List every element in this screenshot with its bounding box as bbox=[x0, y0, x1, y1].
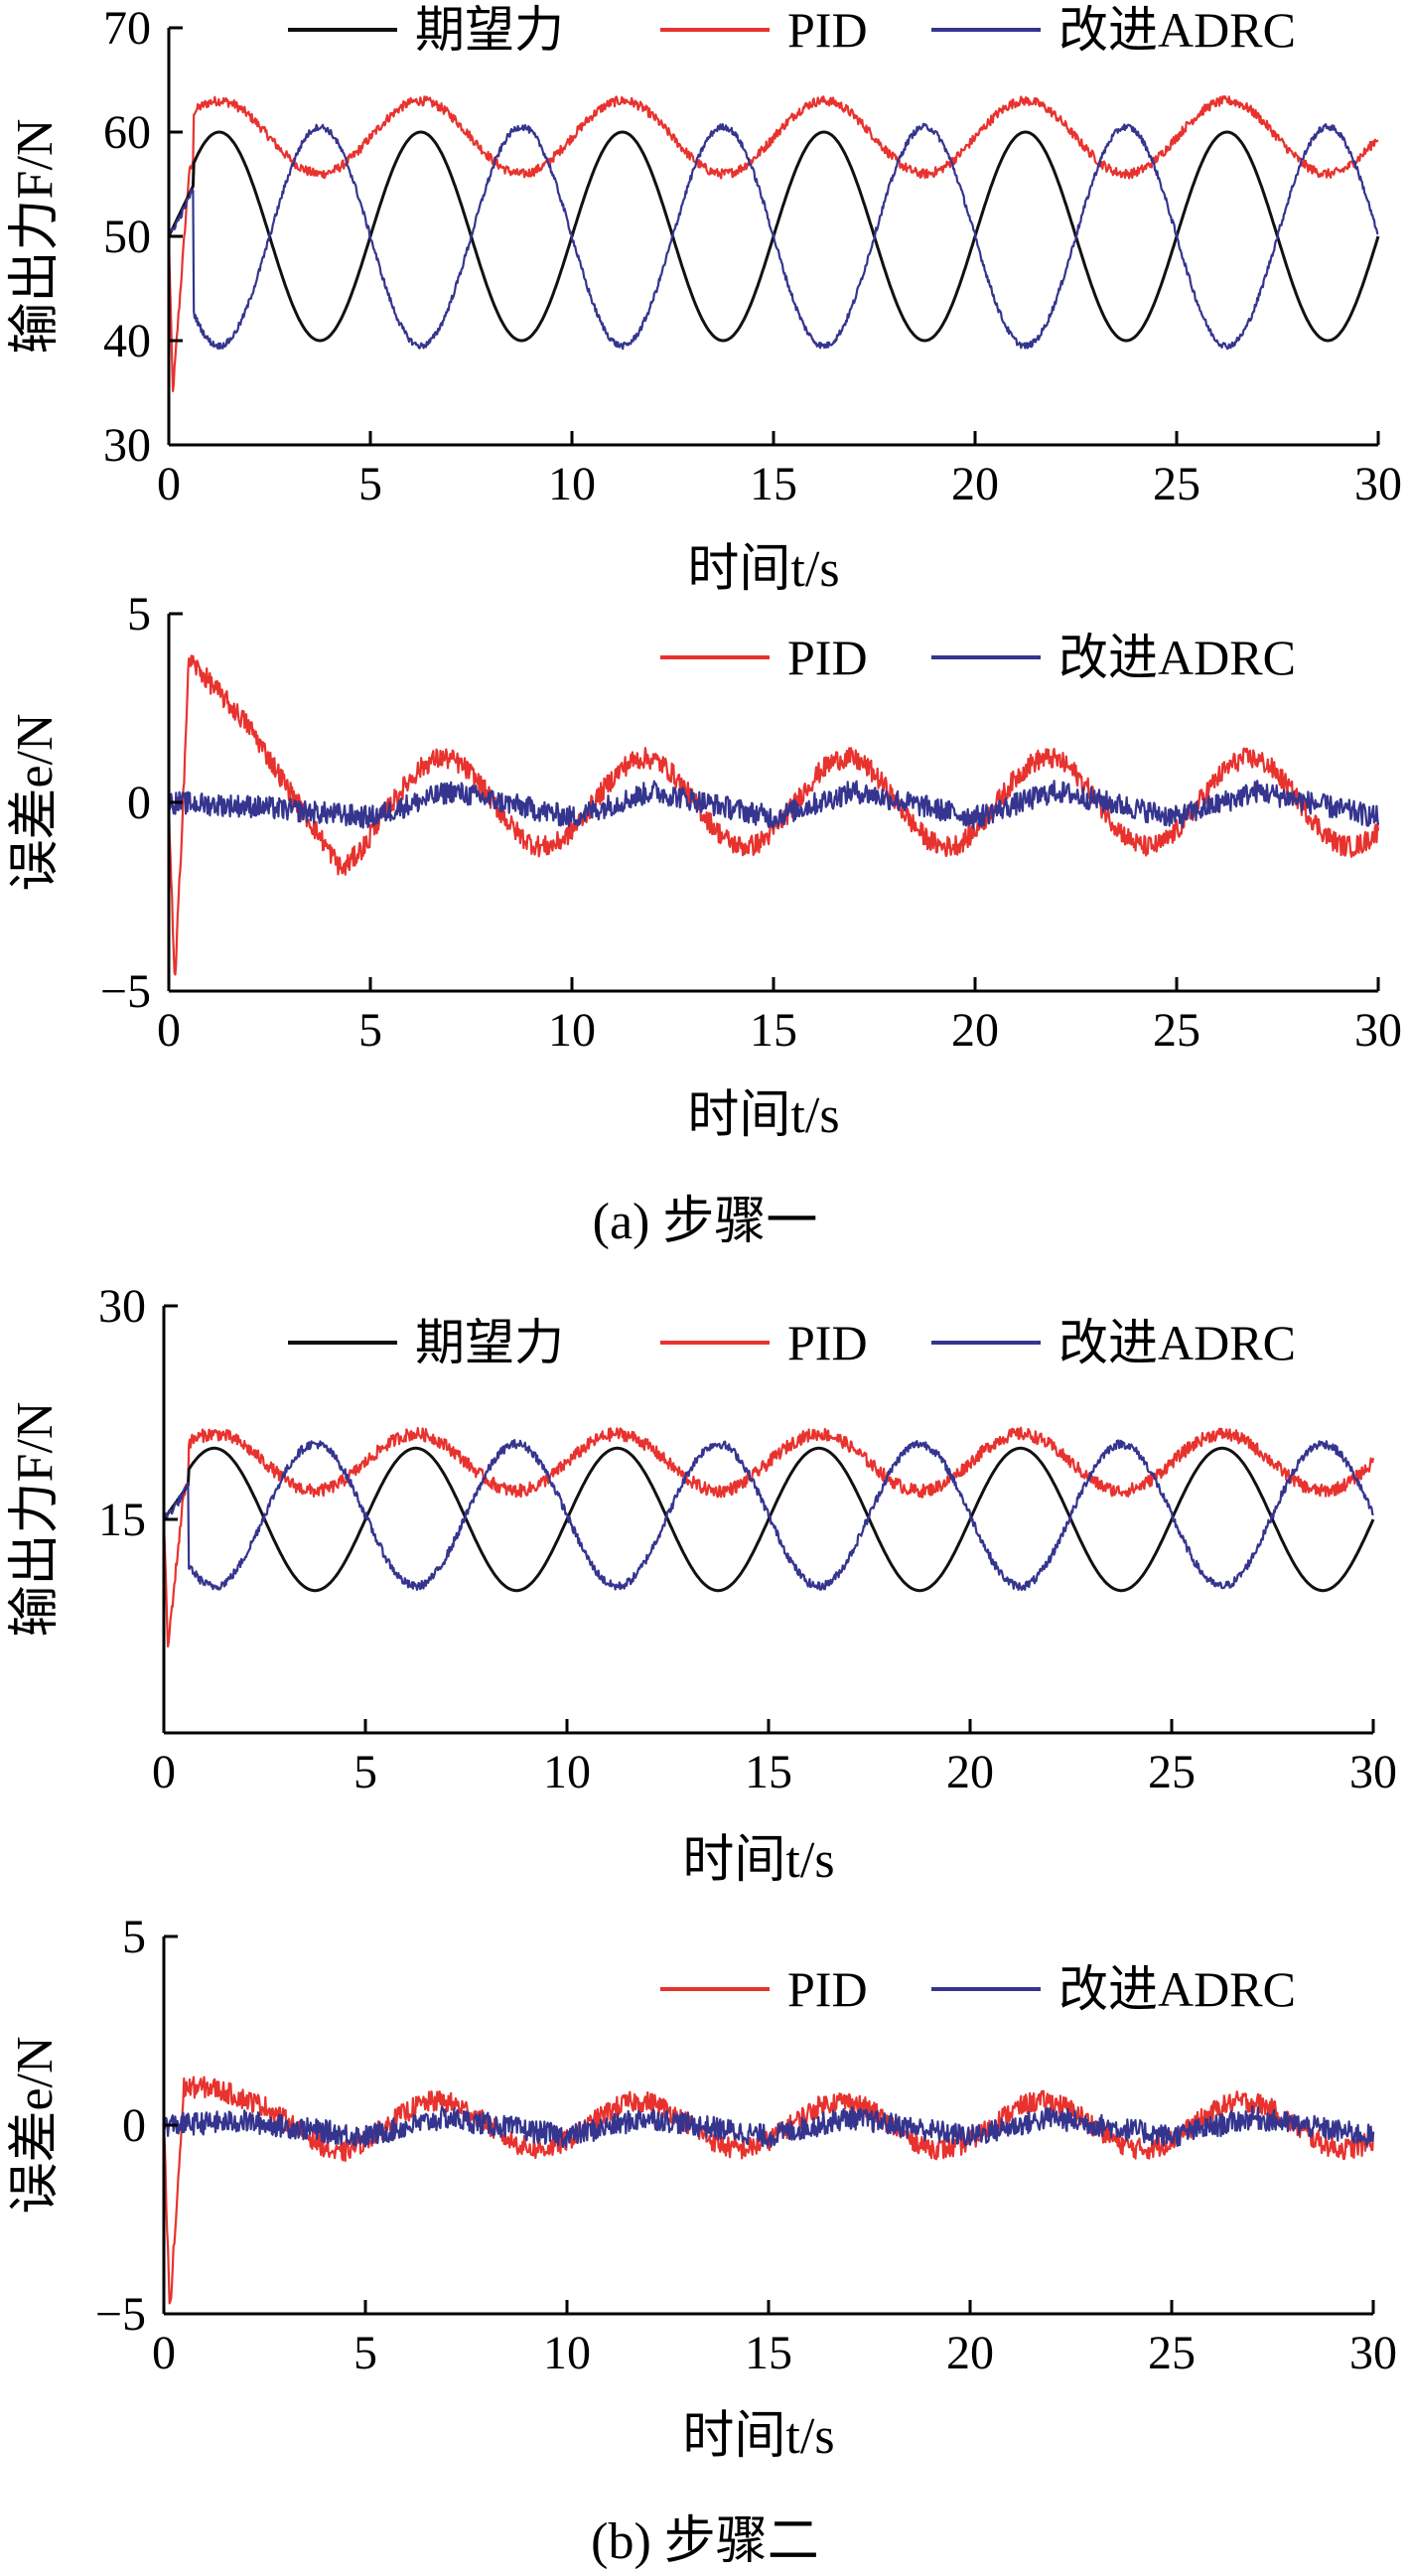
x-tick-label: 15 bbox=[750, 458, 797, 510]
y-tick-label: 70 bbox=[103, 2, 151, 55]
series-line-adrc bbox=[167, 780, 1380, 829]
y-tick-label: 15 bbox=[98, 1494, 146, 1546]
y-tick-label: 50 bbox=[103, 211, 151, 263]
series-line-adrc bbox=[162, 1439, 1374, 1591]
legend-label: 改进ADRC bbox=[1058, 2, 1296, 58]
legend-label: 改进ADRC bbox=[1058, 1961, 1296, 2017]
x-tick-label: 0 bbox=[157, 1004, 181, 1057]
x-tick-label: 5 bbox=[353, 2327, 377, 2379]
y-tick-label: 5 bbox=[127, 588, 151, 641]
x-tick-label: 10 bbox=[548, 458, 596, 510]
x-tick-label: 0 bbox=[157, 458, 181, 510]
x-tick-label: 15 bbox=[750, 1004, 797, 1057]
caption-step1: (a) 步骤一 bbox=[593, 1194, 818, 1250]
series-line-pid bbox=[167, 654, 1380, 976]
legend-label: PID bbox=[787, 1961, 868, 2017]
chart-panel-1: 0 5 10 15 20 25 30 30 40 50 60 70 时间t/s 输出力F/N 期望力 PID 改… bbox=[7, 2, 1402, 598]
y-tick-label: 5 bbox=[122, 1911, 146, 1963]
legend-label: PID bbox=[787, 1315, 868, 1370]
series-line-adrc bbox=[167, 122, 1379, 351]
legend-label: PID bbox=[787, 2, 868, 58]
x-tick-label: 30 bbox=[1349, 2327, 1397, 2379]
series-line-pid bbox=[162, 1426, 1375, 1647]
x-tick-label: 0 bbox=[152, 1746, 176, 1798]
y-axis-label: 输出力F/N bbox=[7, 119, 64, 355]
legend-label: 改进ADRC bbox=[1058, 1315, 1296, 1370]
x-tick-label: 25 bbox=[1148, 1746, 1196, 1798]
x-axis-label: 时间t/s bbox=[687, 1087, 839, 1144]
y-tick-label: −5 bbox=[100, 965, 151, 1018]
x-tick-label: 20 bbox=[946, 2327, 994, 2379]
y-tick-label: 0 bbox=[122, 2099, 146, 2152]
series-line-pid bbox=[162, 2075, 1375, 2305]
x-axis-label: 时间t/s bbox=[682, 1832, 834, 1889]
y-axis-label: 误差e/N bbox=[7, 2036, 64, 2214]
series-line-adrc bbox=[162, 2104, 1375, 2149]
x-tick-label: 25 bbox=[1153, 458, 1200, 510]
legend-label: 期望力 bbox=[415, 2, 564, 58]
legend-label: PID bbox=[787, 630, 868, 685]
x-axis-label: 时间t/s bbox=[687, 541, 839, 598]
y-tick-label: 40 bbox=[103, 315, 151, 367]
x-tick-label: 10 bbox=[543, 2327, 591, 2379]
caption-step2: (b) 步骤二 bbox=[591, 2513, 819, 2570]
legend-label: 改进ADRC bbox=[1058, 630, 1296, 685]
x-tick-label: 25 bbox=[1148, 2327, 1196, 2379]
x-axis-label: 时间t/s bbox=[682, 2408, 834, 2465]
y-tick-label: 0 bbox=[127, 777, 151, 829]
x-tick-label: 10 bbox=[548, 1004, 596, 1057]
x-tick-label: 0 bbox=[152, 2327, 176, 2379]
x-tick-label: 5 bbox=[358, 458, 382, 510]
x-tick-label: 5 bbox=[353, 1746, 377, 1798]
x-tick-label: 20 bbox=[951, 1004, 999, 1057]
y-tick-label: 30 bbox=[103, 419, 151, 472]
x-tick-label: 15 bbox=[745, 2327, 792, 2379]
legend-label: 期望力 bbox=[415, 1315, 564, 1370]
x-tick-label: 5 bbox=[358, 1004, 382, 1057]
chart-panel-3: 0 5 10 15 20 25 30 15 30 时间t/s 输出力F/N 期望力 PID 改进ADRC bbox=[7, 1280, 1397, 1889]
y-axis-label: 误差e/N bbox=[7, 713, 64, 891]
y-tick-label: −5 bbox=[95, 2288, 146, 2341]
y-tick-label: 60 bbox=[103, 106, 151, 159]
x-tick-label: 30 bbox=[1349, 1746, 1397, 1798]
x-tick-label: 20 bbox=[951, 458, 999, 510]
series-line-pid bbox=[167, 95, 1379, 392]
x-tick-label: 30 bbox=[1354, 458, 1402, 510]
x-tick-label: 20 bbox=[946, 1746, 994, 1798]
y-axis-label: 输出力F/N bbox=[7, 1402, 64, 1638]
x-tick-label: 10 bbox=[543, 1746, 591, 1798]
x-tick-label: 25 bbox=[1153, 1004, 1200, 1057]
x-tick-label: 30 bbox=[1354, 1004, 1402, 1057]
y-tick-label: 30 bbox=[98, 1280, 146, 1333]
x-tick-label: 15 bbox=[745, 1746, 792, 1798]
